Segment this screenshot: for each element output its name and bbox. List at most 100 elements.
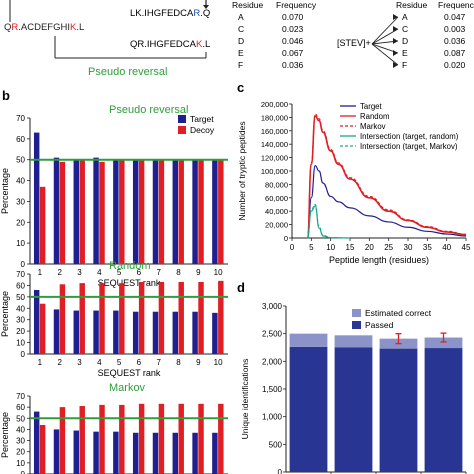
y-axis-label: Percentage (0, 412, 10, 458)
y-tick-label: 10 (16, 339, 25, 348)
x-tick-label: 1 (38, 358, 43, 367)
series-line-3 (306, 205, 351, 239)
x-tick-label: 5 (117, 268, 122, 277)
y-tick-label: 70 (16, 270, 25, 279)
y-tick-label: 100,000 (261, 167, 288, 176)
x-tick-label: 1 (38, 268, 43, 277)
bar-target (172, 311, 178, 354)
y-tick-label: 70 (16, 392, 25, 401)
bar-decoy (59, 284, 66, 354)
x-tick-label: 8 (176, 268, 181, 277)
bar-decoy (119, 404, 125, 474)
x-tick-label: 2 (57, 268, 62, 277)
left-table-frequency-cell: 0.067 (282, 48, 304, 58)
legend-label: Target (190, 114, 214, 124)
x-tick-label: 45 (462, 243, 471, 252)
y-tick-label: 40 (16, 425, 25, 434)
x-tick-label: 4 (97, 268, 102, 277)
bar-decoy (59, 161, 66, 264)
x-tick-label: 10 (214, 358, 223, 367)
x-axis-label: SEQUEST rank (98, 368, 161, 378)
legend-swatch (352, 321, 361, 329)
bar-target (212, 312, 218, 354)
bar-decoy (99, 404, 105, 474)
left-table-residue-cell: D (238, 36, 244, 46)
bar-decoy (178, 282, 184, 354)
legend-label: Target (360, 102, 383, 111)
x-tick-label: 3 (77, 358, 82, 367)
right-table-residue-cell: A (402, 12, 408, 22)
x-tick-label: 3 (77, 268, 82, 277)
x-tick-label: 40 (442, 243, 451, 252)
left-table-header-residue: Residue (232, 0, 263, 10)
bar-decoy (178, 403, 184, 474)
bar-target (53, 157, 60, 264)
y-tick-label: 2,000 (262, 357, 283, 366)
bar-decoy (119, 159, 125, 264)
panel-label-d: d (237, 280, 245, 295)
right-table-frequency-cell: 0.003 (444, 24, 466, 34)
bar-decoy (138, 282, 145, 354)
x-tick-label: 6 (137, 358, 142, 367)
y-tick-label: 40 (16, 177, 25, 186)
series-line-0 (306, 165, 467, 239)
bar-target (172, 159, 178, 264)
y-tick-label: 20 (16, 327, 25, 336)
bar-target (152, 159, 159, 264)
frequency-table-left: Residue Frequency A 0.070 C 0.023 D 0.046 E 0.067… (232, 0, 317, 70)
x-tick-label: 30 (404, 243, 413, 252)
y-tick-label: 40 (16, 304, 25, 313)
bar-target (212, 432, 218, 474)
sequence-forward: QR.ACDEFGHIK.L (4, 22, 84, 33)
bar-decoy (138, 403, 145, 474)
legend-label: Markov (360, 122, 386, 131)
left-table-frequency-cell: 0.023 (282, 24, 304, 34)
bar-estimated-correct (334, 335, 373, 348)
y-tick-label: 50 (16, 156, 25, 165)
y-tick-label: 80,000 (265, 180, 288, 189)
y-tick-label: 20 (16, 448, 25, 457)
y-tick-label: 60 (16, 403, 25, 412)
bar-target (132, 159, 139, 264)
bar-target (33, 132, 40, 264)
y-tick-label: 1,000 (262, 413, 283, 422)
panel-a: QR.ACDEFGHIK.L LK.IHGFEDCAR.Q QR.IHGFEDC… (4, 0, 474, 78)
y-tick-label: 60 (16, 135, 25, 144)
chart-peptide-length: 0 20,000 40,000 60,000 80,000 100,000 120,000 1… (237, 100, 471, 265)
y-tick-label: 70 (16, 114, 25, 123)
bar-target (192, 311, 198, 354)
bar-passed (289, 346, 328, 472)
bar-target (113, 159, 119, 264)
right-table-residue-cell: D (402, 36, 408, 46)
bar-target (113, 431, 119, 474)
left-table-frequency-cell: 0.046 (282, 36, 304, 46)
left-table-residue-cell: A (238, 12, 244, 22)
bar-target (212, 159, 218, 264)
bar-target (132, 432, 139, 474)
x-tick-label: 20 (365, 243, 374, 252)
bar-estimated-correct (289, 333, 328, 347)
legend-swatch (178, 115, 186, 123)
bar-decoy (39, 424, 46, 474)
right-table-residue-cell: C (402, 24, 408, 34)
chart-title: Markov (109, 382, 146, 394)
bar-target (33, 411, 40, 474)
y-tick-label: 30 (16, 437, 25, 446)
stev-arrows (371, 14, 399, 68)
bar-decoy (178, 159, 184, 264)
x-tick-label: 5 (117, 358, 122, 367)
legend-label: Passed (365, 320, 394, 330)
legend-label: Intersection (target, random) (360, 132, 459, 141)
chart-markov: Markov 0 10 20 30 40 50 60 70 Percentage (0, 382, 228, 474)
bar-target (73, 310, 79, 354)
x-tick-label: 7 (156, 358, 161, 367)
pseudo-reversal-label: Pseudo reversal (88, 66, 168, 78)
y-tick-label: 200,000 (261, 100, 288, 109)
y-tick-label: 40,000 (265, 207, 288, 216)
bar-decoy (39, 186, 46, 264)
chart-title: Random (109, 260, 151, 272)
y-axis-label: Unique identifications (240, 359, 250, 440)
right-table-header-frequency: Frequency (438, 0, 474, 10)
bar-decoy (119, 283, 125, 354)
x-axis-label: SEQUEST rank (98, 278, 161, 288)
